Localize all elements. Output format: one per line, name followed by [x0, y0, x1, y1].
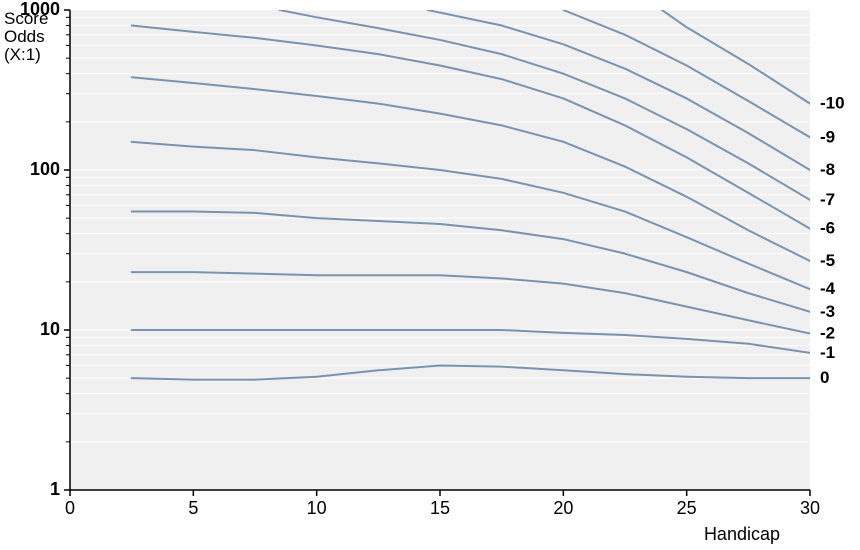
y-axis-title-line: Odds	[4, 27, 45, 46]
series-label: 0	[820, 368, 829, 387]
series-label: -10	[820, 94, 845, 113]
series-label: -9	[820, 127, 835, 146]
x-tick-label: 5	[188, 498, 198, 518]
y-tick-label: 10	[40, 319, 60, 339]
chart-svg: 05101520253011010010000-1-2-3-4-5-6-7-8-…	[0, 0, 860, 550]
y-axis-title-line: (X:1)	[4, 45, 41, 64]
x-tick-label: 15	[430, 498, 450, 518]
series-label: -5	[820, 251, 835, 270]
x-tick-label: 25	[677, 498, 697, 518]
y-tick-label: 100	[30, 159, 60, 179]
series-label: -2	[820, 324, 835, 343]
series-label: -3	[820, 302, 835, 321]
x-tick-label: 0	[65, 498, 75, 518]
series-label: -6	[820, 219, 835, 238]
x-tick-label: 10	[307, 498, 327, 518]
x-tick-label: 30	[800, 498, 820, 518]
y-axis-title-line: Score	[4, 9, 48, 28]
x-tick-label: 20	[553, 498, 573, 518]
series-label: -1	[820, 343, 835, 362]
y-tick-label: 1	[50, 479, 60, 499]
score-odds-chart: 05101520253011010010000-1-2-3-4-5-6-7-8-…	[0, 0, 860, 550]
series-label: -8	[820, 160, 835, 179]
series-label: -4	[820, 279, 836, 298]
x-axis-title: Handicap	[704, 524, 780, 544]
series-label: -7	[820, 190, 835, 209]
